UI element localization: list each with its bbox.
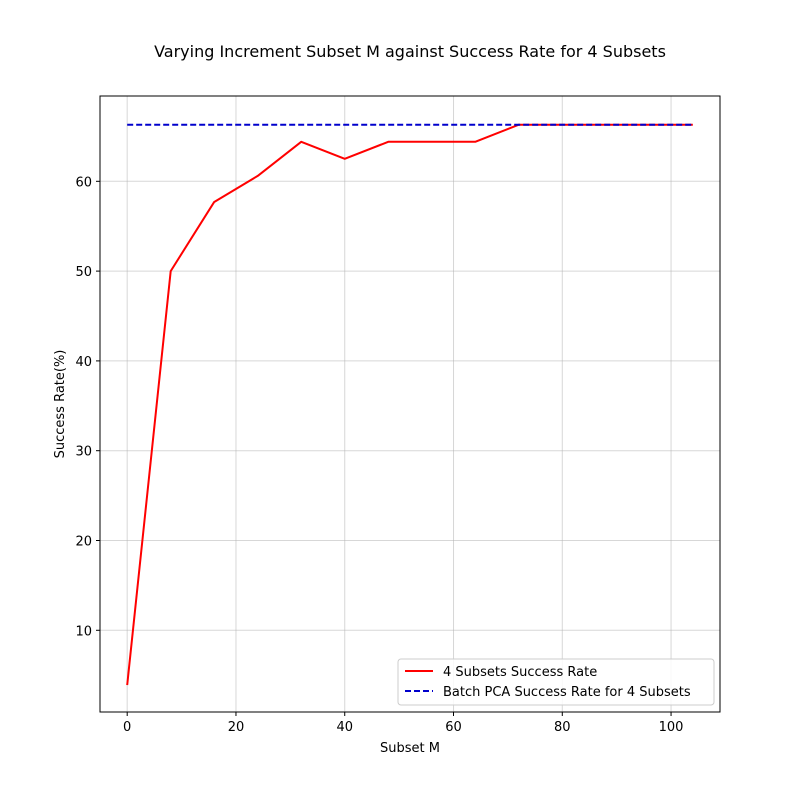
y-tick-label: 40: [75, 355, 92, 370]
y-tick-label: 60: [75, 175, 92, 190]
legend: 4 Subsets Success Rate Batch PCA Success…: [397, 658, 715, 706]
x-tick-label: 40: [336, 720, 353, 735]
y-tick-label: 30: [75, 445, 92, 460]
y-tick-label: 10: [75, 624, 92, 639]
axis-ticks: 0 20 40 60 80 100 10 20 30 40 50 60: [75, 175, 683, 735]
x-tick-label: 80: [554, 720, 571, 735]
x-tick-label: 60: [445, 720, 462, 735]
x-axis-label: Subset M: [380, 741, 440, 756]
legend-label-batch-pca-success-rate: Batch PCA Success Rate for 4 Subsets: [443, 685, 691, 700]
plot-area-frame: [99, 95, 721, 713]
y-tick-label: 50: [75, 265, 92, 280]
x-tick-label: 100: [659, 720, 684, 735]
chart-title: Varying Increment Subset M against Succe…: [154, 42, 666, 61]
legend-box: [397, 658, 715, 706]
y-tick-label: 20: [75, 534, 92, 549]
series-lines: [126, 123, 693, 686]
x-tick-label: 0: [123, 720, 131, 735]
legend-label-4-subsets-success-rate: 4 Subsets Success Rate: [443, 665, 597, 680]
grid-lines: [100, 96, 720, 712]
x-tick-label: 20: [228, 720, 245, 735]
y-axis-label: Success Rate(%): [53, 350, 68, 459]
